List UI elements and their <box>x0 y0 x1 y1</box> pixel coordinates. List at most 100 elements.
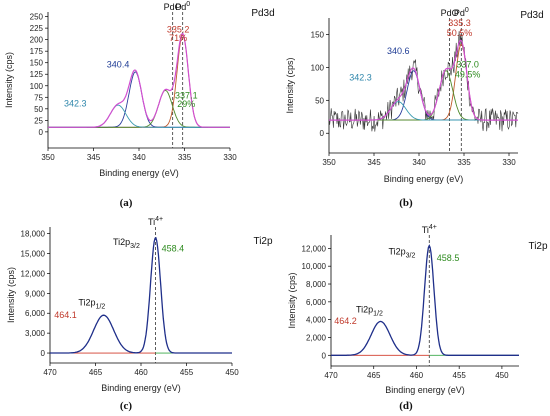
y-tick-label: 9,000 <box>25 289 46 298</box>
chart-title: Pd3d <box>520 10 543 21</box>
peak-annotation: 49.5% <box>455 69 481 79</box>
y-tick-label: 12,000 <box>302 244 327 253</box>
reference-label: Pd0 <box>175 1 190 12</box>
chart-title: Ti2p <box>253 236 273 247</box>
x-tick-label: 335 <box>457 158 471 167</box>
reference-label: Ti4+ <box>148 216 163 227</box>
peak-annotation: 342.3 <box>349 73 372 83</box>
y-tick-label: 12,000 <box>21 269 46 278</box>
orbital-label: Ti2p3/2 <box>388 247 415 260</box>
y-tick-label: 0 <box>320 129 325 138</box>
x-tick-label: 450 <box>225 368 239 377</box>
fit-envelope <box>331 244 519 356</box>
x-tick-label: 460 <box>410 371 424 380</box>
y-tick-label: 225 <box>30 24 44 33</box>
orbital-label: Ti2p3/2 <box>113 237 140 250</box>
y-axis-label: Intensity (cps) <box>285 57 295 113</box>
x-tick-label: 345 <box>367 158 381 167</box>
y-tick-label: 200 <box>30 36 44 45</box>
y-tick-label: 175 <box>30 47 44 56</box>
reference-label: PdO <box>441 8 459 18</box>
x-tick-label: 340 <box>132 153 146 162</box>
y-tick-label: 0 <box>39 128 44 137</box>
peak-annotation: 337.1 <box>175 91 198 101</box>
peak-annotation: 342.3 <box>64 99 87 109</box>
panel-label: (b) <box>399 197 413 209</box>
peak-annotation: 335.2 <box>167 25 190 35</box>
fit-envelope <box>329 39 518 121</box>
y-tick-label: 6,000 <box>25 309 46 318</box>
x-axis-label: Binding energy (eV) <box>385 385 465 395</box>
y-axis-label: Intensity (cps) <box>4 52 14 108</box>
panel-label: (c) <box>120 400 133 412</box>
y-tick-label: 8,000 <box>306 280 327 289</box>
x-tick-label: 330 <box>223 153 237 162</box>
peak-annotation: 464.2 <box>334 316 357 326</box>
x-tick-label: 455 <box>180 368 194 377</box>
y-axis-label: Intensity (cps) <box>287 272 297 328</box>
y-tick-label: 2,000 <box>306 333 327 342</box>
x-axis-label: Binding energy (eV) <box>99 168 179 178</box>
reference-label: PdO <box>164 2 182 12</box>
x-tick-label: 340 <box>412 158 426 167</box>
panel-label: (d) <box>399 400 413 412</box>
x-tick-label: 470 <box>43 368 57 377</box>
x-tick-label: 335 <box>178 153 192 162</box>
x-tick-label: 465 <box>367 371 381 380</box>
peak-annotation: 340.4 <box>107 59 130 69</box>
x-tick-label: 465 <box>89 368 103 377</box>
orbital-label: Ti2p1/2 <box>78 297 105 310</box>
y-axis-label: Intensity (cps) <box>6 267 16 323</box>
y-tick-label: 250 <box>30 13 44 22</box>
fit-envelope <box>50 237 232 354</box>
x-axis-label: Binding energy (eV) <box>384 174 464 184</box>
x-tick-label: 450 <box>495 371 509 380</box>
y-tick-label: 50 <box>315 96 324 105</box>
panel-1: 350 345 340 335 330 0 50 100 150 Binding energy (… <box>285 7 544 209</box>
y-tick-label: 150 <box>30 59 44 68</box>
y-tick-label: 0 <box>322 351 327 360</box>
y-tick-label: 0 <box>41 349 46 358</box>
peak-annotation: 337.0 <box>456 59 479 69</box>
peak-annotation: 458.4 <box>162 244 185 254</box>
peak-annotation: 335.3 <box>448 18 471 28</box>
x-tick-label: 455 <box>453 371 467 380</box>
orbital-label: Ti2p1/2 <box>356 305 383 318</box>
panel-3: 470 465 460 455 450 0 2,000 4,000 6,000 8,000 10,0… <box>287 224 548 412</box>
y-tick-label: 4,000 <box>306 316 327 325</box>
y-tick-label: 75 <box>34 93 43 102</box>
component-peak <box>48 89 230 128</box>
raw-spectrum <box>328 31 519 132</box>
y-tick-label: 125 <box>30 70 44 79</box>
panel-2: 470 465 460 455 450 0 3,000 6,000 9,000 12,000 15,… <box>6 216 273 412</box>
y-tick-label: 50 <box>34 105 43 114</box>
y-tick-label: 100 <box>30 82 44 91</box>
peak-annotation: 458.5 <box>437 253 460 263</box>
panel-label: (a) <box>120 197 133 209</box>
y-tick-label: 6,000 <box>306 298 327 307</box>
peak-annotation: 464.1 <box>54 310 77 320</box>
peak-annotation: 340.6 <box>387 46 410 56</box>
reference-label: Ti4+ <box>422 224 437 235</box>
y-tick-label: 100 <box>311 63 325 72</box>
fit-envelope <box>48 33 230 128</box>
y-tick-label: 3,000 <box>25 329 46 338</box>
peak-annotation: 71% <box>169 33 187 43</box>
y-tick-label: 150 <box>311 30 325 39</box>
x-tick-label: 460 <box>134 368 148 377</box>
x-tick-label: 470 <box>324 371 338 380</box>
peak-annotation: 29% <box>177 99 195 109</box>
x-axis-label: Binding energy (eV) <box>101 383 181 393</box>
x-tick-label: 350 <box>41 153 55 162</box>
x-tick-label: 330 <box>502 158 516 167</box>
panel-0: 350 345 340 335 330 0 25 50 75 100 125 150 175 200 225… <box>4 1 275 209</box>
y-tick-label: 15,000 <box>21 250 46 259</box>
chart-title: Pd3d <box>251 8 274 19</box>
peak-annotation: 50.5% <box>447 28 473 38</box>
x-tick-label: 345 <box>87 153 101 162</box>
x-tick-label: 350 <box>322 158 336 167</box>
chart-title: Ti2p <box>528 241 548 252</box>
y-tick-label: 18,000 <box>21 230 46 239</box>
reference-label: Pd0 <box>454 7 469 18</box>
